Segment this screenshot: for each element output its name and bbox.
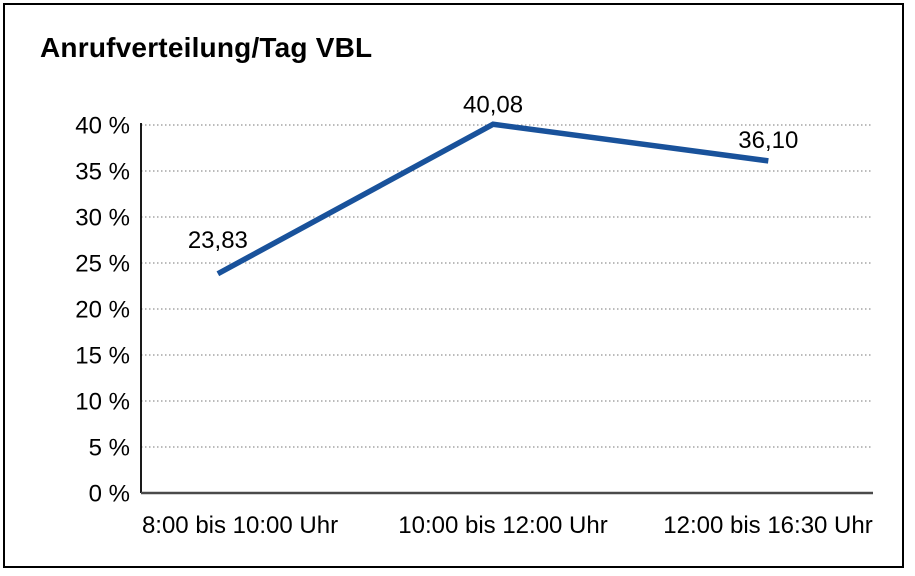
y-tick-label: 20 % <box>75 297 130 324</box>
y-tick-label: 15 % <box>75 343 130 370</box>
data-line <box>216 121 769 277</box>
y-tick-label: 0 % <box>89 481 130 508</box>
x-category-label: 8:00 bis 10:00 Uhr <box>142 512 338 539</box>
y-tick-label: 35 % <box>75 159 130 186</box>
x-category-label: 12:00 bis 16:30 Uhr <box>663 512 872 539</box>
data-value-label: 23,83 <box>188 227 248 254</box>
y-tick-label: 30 % <box>75 205 130 232</box>
y-tick-label: 10 % <box>75 389 130 416</box>
y-tick-label: 5 % <box>89 435 130 462</box>
chart-frame-border <box>3 3 904 568</box>
y-tick-label: 25 % <box>75 251 130 278</box>
y-tick-label: 40 % <box>75 113 130 140</box>
data-value-label: 36,10 <box>738 127 798 154</box>
data-value-label: 40,08 <box>463 91 523 118</box>
chart-title: Anrufverteilung/Tag VBL <box>40 32 373 63</box>
x-category-label: 10:00 bis 12:00 Uhr <box>398 512 607 539</box>
